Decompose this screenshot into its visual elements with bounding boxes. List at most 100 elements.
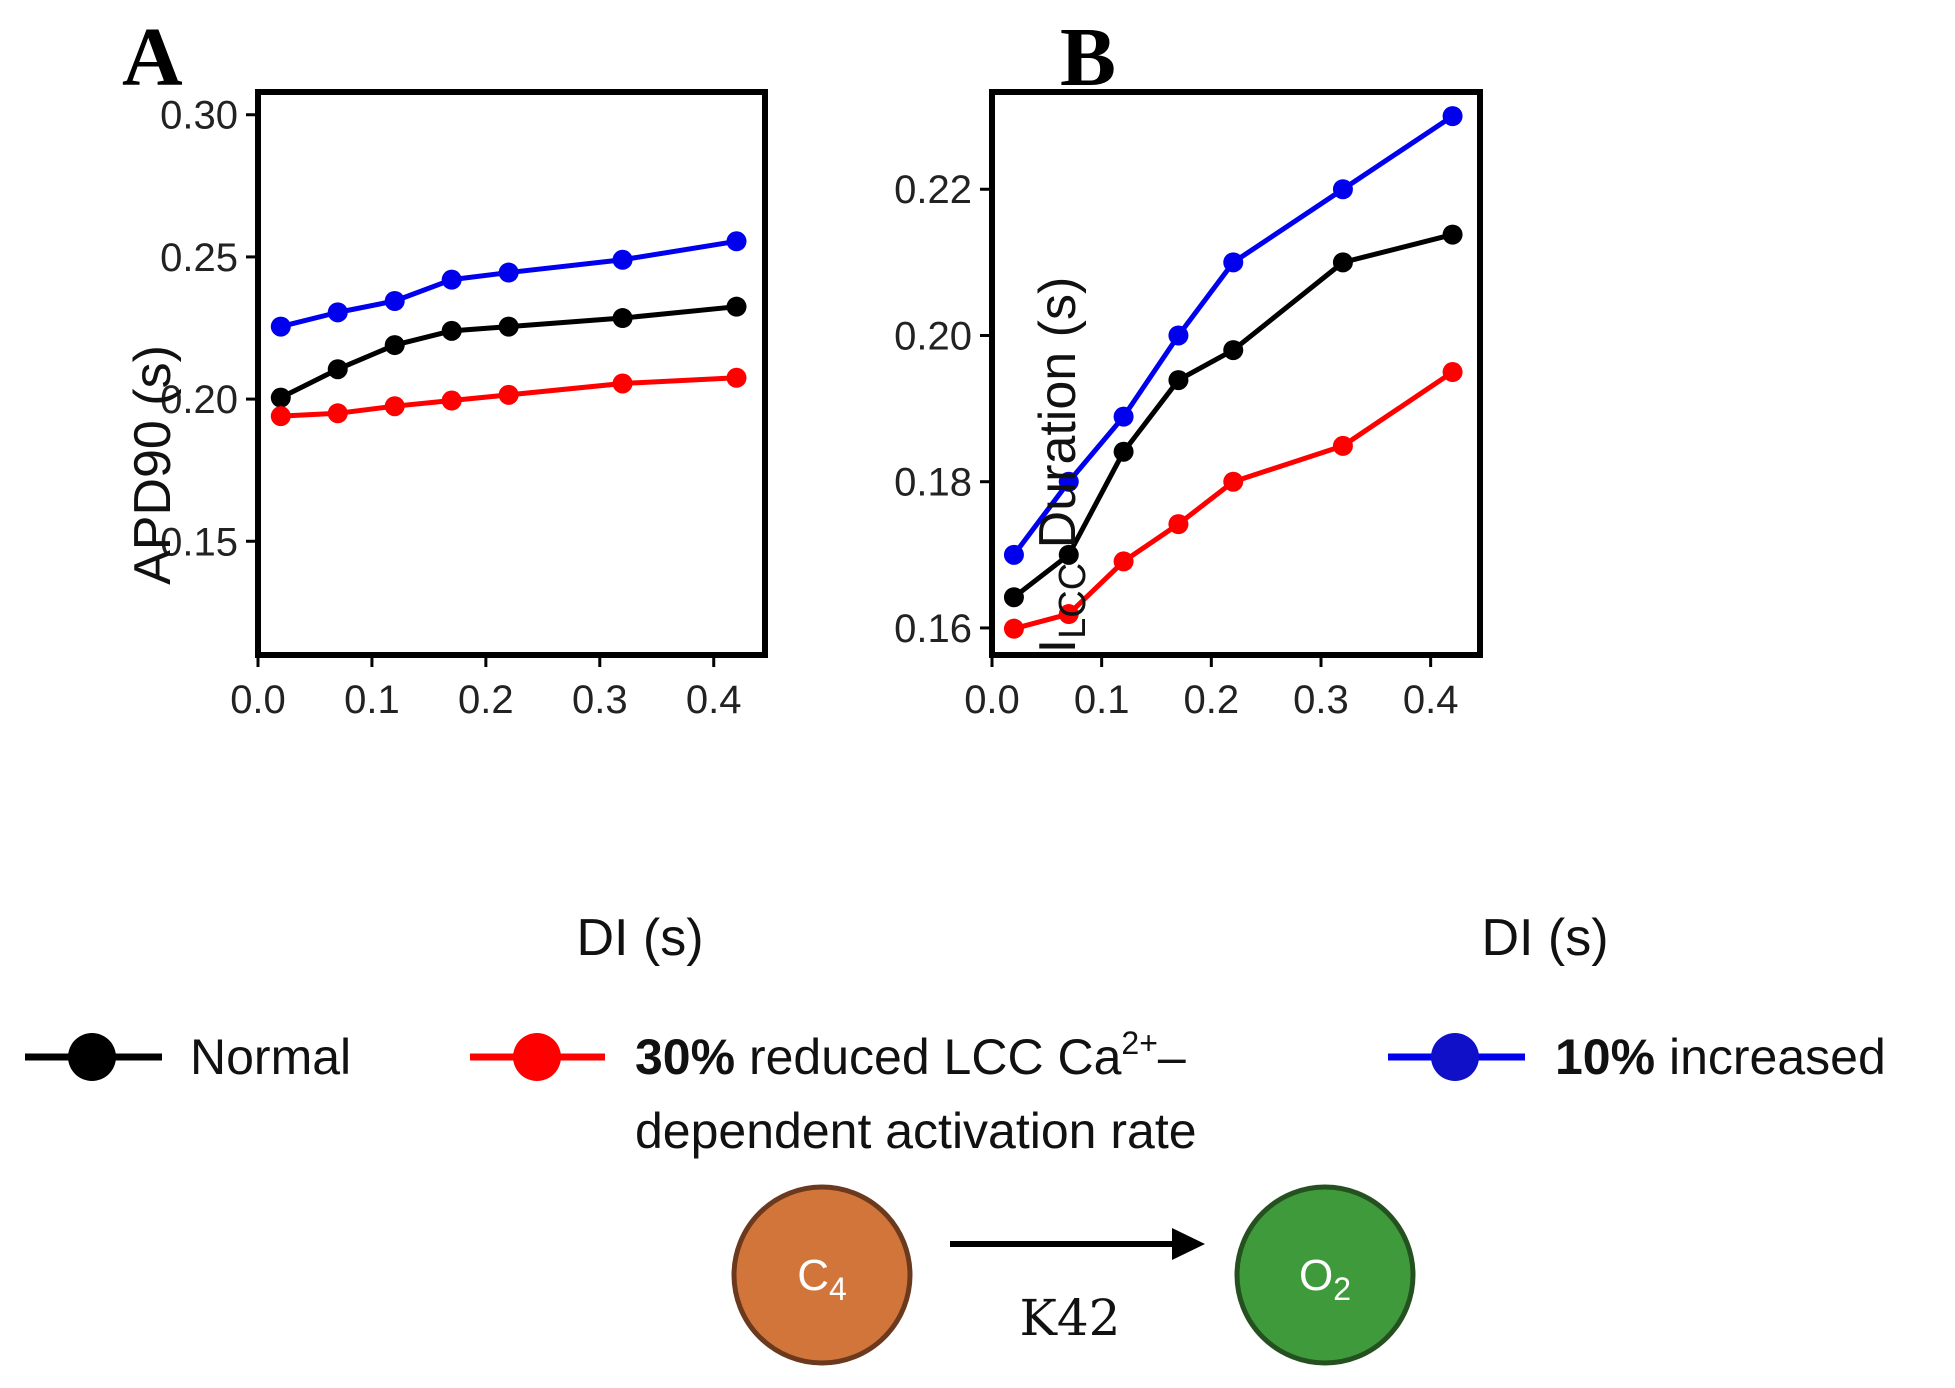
panel-a-data-point-10-increased [612, 249, 633, 270]
panel-a-data-point-30-reduced-lcc-ca2-dependent-activation-rate [726, 367, 747, 388]
legend-increased-bold: 10% [1555, 1029, 1655, 1085]
panel-b-y-tick-label: 0.22 [894, 168, 972, 212]
panel-b-x-tick-label: 0.1 [1074, 678, 1130, 722]
panel-b-x-axis-label: DI (s) [1481, 909, 1608, 967]
panel-b-y-axis-label: ILCC Duration (s) [1029, 277, 1094, 654]
panel-b-x-tick-label: 0.4 [1403, 678, 1459, 722]
state-diagram: C4 K42 O2 [731, 1184, 1416, 1366]
legend-entry-reduced: 30% reduced LCC Ca2+– dependent activati… [470, 1025, 1197, 1159]
legend-reduced-label-line2: dependent activation rate [635, 1103, 1197, 1159]
panel-b-data-point-normal [1442, 224, 1463, 245]
panel-b-y-axis-label-main: I [1029, 639, 1087, 653]
panel-a-y-tick-label: 0.15 [160, 520, 238, 564]
panel-a-data-point-30-reduced-lcc-ca2-dependent-activation-rate [498, 384, 519, 405]
state-c4-circle [731, 1184, 913, 1366]
panel-a-y-axis-label: APD90 (s) [124, 345, 182, 585]
panel-b-data-point-normal [1223, 340, 1244, 361]
panel-b-data-point-normal [1113, 441, 1134, 462]
panel-b-x-tick-label: 0.0 [964, 678, 1020, 722]
legend-reduced-superscript: 2+ [1121, 1025, 1157, 1061]
panel-b-data-point-normal [1058, 544, 1079, 565]
panel-b-data-point-10-increased [1442, 106, 1463, 127]
panel-b-y-tick-label: 0.16 [894, 607, 972, 651]
panel-b-data-point-30-reduced-lcc-ca2-dependent-activation-rate [1332, 435, 1353, 456]
panel-a-data-point-10-increased [384, 290, 405, 311]
legend-increased-label: 10% increased [1555, 1029, 1886, 1085]
panel-a-data-point-normal [612, 308, 633, 329]
panel-a-x-tick-label: 0.0 [230, 678, 286, 722]
state-c4-letter: C [797, 1251, 829, 1300]
panel-a-data-point-30-reduced-lcc-ca2-dependent-activation-rate [384, 396, 405, 417]
panel-a-data-point-30-reduced-lcc-ca2-dependent-activation-rate [441, 390, 462, 411]
legend-entry-normal: Normal [25, 1029, 351, 1085]
panel-a-plot-frame [255, 89, 768, 658]
panel-a-data-point-normal [726, 296, 747, 317]
panel-b-data-point-30-reduced-lcc-ca2-dependent-activation-rate [1168, 514, 1189, 535]
panel-b-data-point-30-reduced-lcc-ca2-dependent-activation-rate [1058, 604, 1079, 625]
legend-reduced-bold: 30% [635, 1029, 735, 1085]
panel-a-data-point-normal [270, 387, 291, 408]
panel-a: A 0.0 0.1 0.2 0.3 0.4 0.15 0.20 0.25 0.30 DI (s)… [122, 11, 768, 967]
state-o2-circle [1234, 1184, 1416, 1366]
panel-a-x-tick-label: 0.2 [458, 678, 514, 722]
panel-a-data-point-30-reduced-lcc-ca2-dependent-activation-rate [612, 373, 633, 394]
panel-b-data-point-10-increased [1113, 406, 1134, 427]
panel-a-y-tick-label: 0.25 [160, 236, 238, 280]
state-c4-subscript: 4 [829, 1271, 847, 1307]
panel-b-data-point-30-reduced-lcc-ca2-dependent-activation-rate [1223, 471, 1244, 492]
state-o2-label: O2 [1299, 1251, 1351, 1307]
panel-a-plot-area: 0.0 0.1 0.2 0.3 0.4 0.15 0.20 0.25 0.30 [160, 89, 768, 722]
panel-b-data-point-10-increased [1003, 544, 1024, 565]
panel-a-data-point-30-reduced-lcc-ca2-dependent-activation-rate [327, 403, 348, 424]
panel-b-data-point-normal [1332, 252, 1353, 273]
panel-a-data-point-30-reduced-lcc-ca2-dependent-activation-rate [270, 406, 291, 427]
legend-normal-marker [68, 1033, 116, 1081]
panel-a-data-point-10-increased [726, 231, 747, 252]
panel-a-x-tick-label: 0.4 [686, 678, 742, 722]
panel-a-data-point-10-increased [441, 269, 462, 290]
panel-a-data-point-normal [327, 359, 348, 380]
panel-b-y-tick-label: 0.20 [894, 314, 972, 358]
legend-reduced-label: 30% reduced LCC Ca2+– [635, 1025, 1186, 1085]
panel-a-x-tick-label: 0.1 [344, 678, 400, 722]
panel-a-data-point-normal [498, 316, 519, 337]
panel-a-letter: A [122, 11, 183, 104]
panel-b-data-point-10-increased [1058, 471, 1079, 492]
panel-b-x-tick-label: 0.3 [1293, 678, 1349, 722]
state-o2-subscript: 2 [1333, 1271, 1351, 1307]
panel-a-x-tick-label: 0.3 [572, 678, 628, 722]
panel-b-data-point-10-increased [1332, 179, 1353, 200]
state-c4-label: C4 [797, 1251, 847, 1307]
panel-b-x-tick-label: 0.2 [1184, 678, 1240, 722]
panel-b-y-axis-label-subscript: LCC [1052, 563, 1094, 639]
panel-a-data-point-10-increased [327, 302, 348, 323]
panel-b-y-axis-label-rest: Duration (s) [1029, 277, 1087, 563]
panel-b-data-point-normal [1003, 587, 1024, 608]
transition-rate-label: K42 [1020, 1289, 1121, 1347]
panel-a-y-tick-label: 0.30 [160, 94, 238, 138]
panel-a-y-tick-label: 0.20 [160, 378, 238, 422]
panel-a-data-point-10-increased [270, 316, 291, 337]
panel-b-plot-frame [989, 89, 1483, 658]
panel-b-data-point-10-increased [1168, 325, 1189, 346]
legend-increased-text: increased [1655, 1029, 1886, 1085]
panel-a-data-point-normal [441, 320, 462, 341]
legend-reduced-text: reduced LCC Ca [735, 1029, 1121, 1085]
panel-b: B 0.0 0.1 0.2 0.3 0.4 0.16 0.18 0.20 0.22 DI (s)… [894, 11, 1608, 967]
panel-b-data-point-10-increased [1223, 252, 1244, 273]
panel-b-data-point-30-reduced-lcc-ca2-dependent-activation-rate [1442, 362, 1463, 383]
panel-b-y-tick-label: 0.18 [894, 461, 972, 505]
panel-a-x-axis-label: DI (s) [576, 909, 703, 967]
legend-reduced-dash: – [1158, 1029, 1186, 1085]
legend-increased-marker [1431, 1033, 1479, 1081]
legend-normal-label: Normal [190, 1029, 351, 1085]
panel-b-plot-area: 0.0 0.1 0.2 0.3 0.4 0.16 0.18 0.20 0.22 [894, 89, 1483, 722]
legend-reduced-marker [513, 1033, 561, 1081]
panel-a-data-point-normal [384, 335, 405, 356]
legend: Normal 30% reduced LCC Ca2+– dependent a… [25, 1025, 1886, 1159]
panel-b-data-point-30-reduced-lcc-ca2-dependent-activation-rate [1003, 618, 1024, 639]
transition-arrow-head [1172, 1228, 1205, 1260]
panel-b-data-point-normal [1168, 370, 1189, 391]
state-o2-letter: O [1299, 1251, 1333, 1300]
